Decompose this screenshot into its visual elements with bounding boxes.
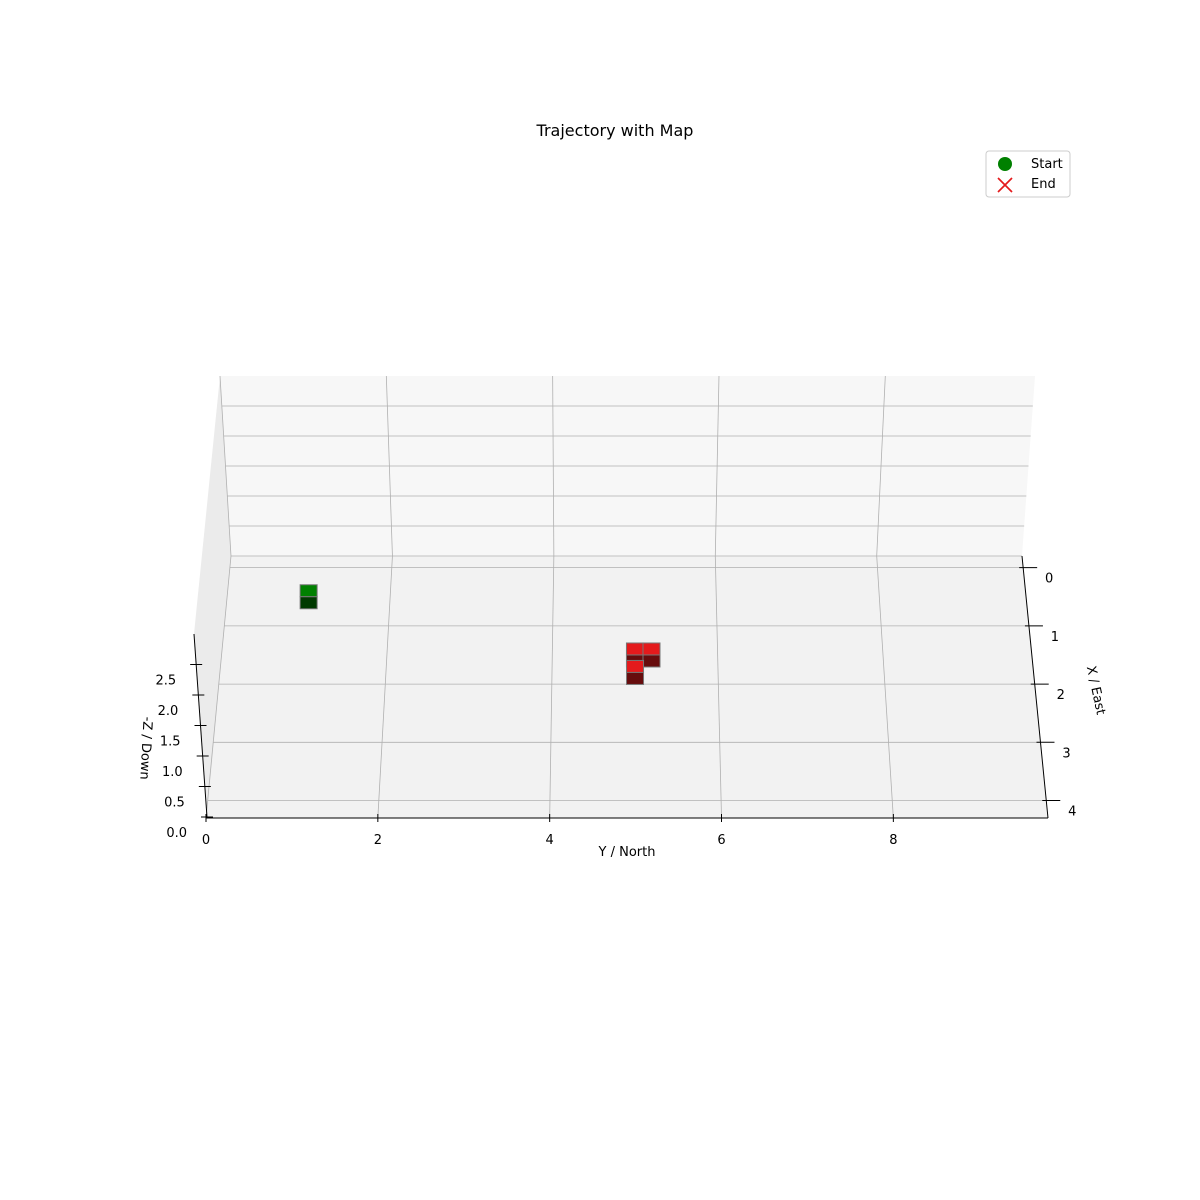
y-tick-label: 6 (717, 833, 725, 848)
z-tick-label: 0.0 (166, 826, 187, 841)
z-tick-label: 1.0 (162, 765, 183, 780)
z-tick-label: 0.5 (164, 796, 185, 811)
ticks: 0 2 4 6 8 0 1 2 3 4 0.0 0.5 1.0 1.5 2.0 2.5 (155, 567, 1076, 848)
legend-end-marker (997, 177, 1013, 193)
y-tick-label: 2 (374, 833, 382, 848)
voxel-front (642, 654, 661, 668)
voxel-front (626, 671, 645, 685)
voxel-front (299, 596, 318, 610)
side-wall-pane (194, 376, 231, 817)
legend-start-marker (998, 157, 1012, 171)
x-axis-label: X / East (1083, 665, 1108, 717)
y-tick-label: 4 (546, 833, 554, 848)
z-tick-label: 2.0 (158, 704, 179, 719)
voxel-top (299, 584, 318, 598)
z-axis-label: -Z / Down (136, 716, 154, 780)
voxels (299, 584, 661, 685)
y-axis-label: Y / North (598, 845, 656, 860)
voxel-top (642, 642, 661, 656)
axes-panes (194, 376, 1048, 818)
voxel-top (626, 659, 645, 673)
z-tick-label: 1.5 (160, 735, 181, 750)
legend: Start End (985, 150, 1071, 198)
legend-start-label: Start (1031, 157, 1063, 172)
legend-end-label: End (1031, 177, 1056, 192)
x-tick-label: 2 (1057, 688, 1065, 703)
z-tick-label: 2.5 (155, 674, 176, 689)
voxel-top (625, 642, 644, 656)
floor-pane (206, 556, 1048, 818)
x-tick-label: 0 (1045, 572, 1053, 587)
x-tick-label: 3 (1062, 746, 1070, 761)
y-tick-label: 0 (202, 833, 210, 848)
x-tick-label: 4 (1068, 805, 1076, 820)
x-axis-line (1021, 555, 1049, 819)
y-tick-label: 8 (889, 833, 897, 848)
x-tick-label: 1 (1051, 630, 1059, 645)
chart-title: Trajectory with Map (536, 121, 694, 140)
